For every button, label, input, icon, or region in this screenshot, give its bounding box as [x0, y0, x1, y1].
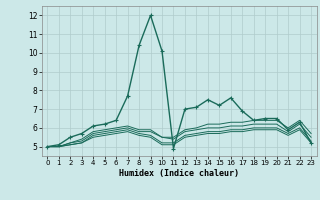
- X-axis label: Humidex (Indice chaleur): Humidex (Indice chaleur): [119, 169, 239, 178]
